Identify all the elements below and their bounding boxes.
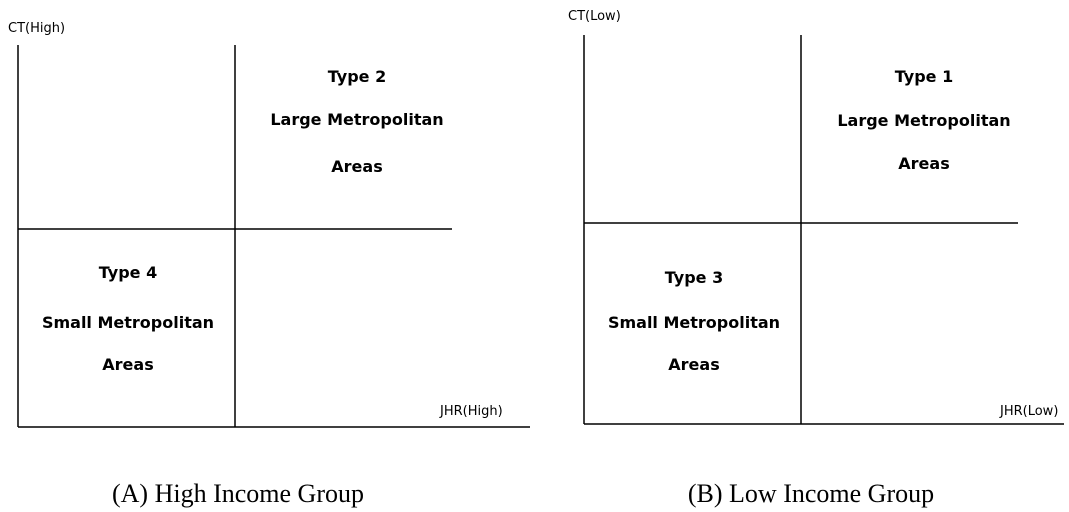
caption: (A) High Income Group bbox=[112, 479, 364, 508]
quadrant-label: Type 4 bbox=[99, 263, 157, 282]
caption: (B) Low Income Group bbox=[688, 479, 934, 508]
quadrant-label: Areas bbox=[898, 154, 949, 173]
y-axis-label: CT(Low) bbox=[568, 9, 621, 24]
x-axis-label: JHR(High) bbox=[439, 404, 503, 419]
quadrant-label: Large Metropolitan bbox=[270, 110, 443, 129]
quadrant-label: Type 1 bbox=[895, 67, 953, 86]
quadrant-label: Areas bbox=[331, 157, 382, 176]
quadrant-label: Large Metropolitan bbox=[837, 111, 1010, 130]
quadrant-label: Areas bbox=[668, 355, 719, 374]
quadrant-label: Type 3 bbox=[665, 268, 723, 287]
quadrant-label: Type 2 bbox=[328, 67, 386, 86]
x-axis-label: JHR(Low) bbox=[999, 404, 1058, 419]
quadrant-label: Areas bbox=[102, 355, 153, 374]
y-axis-label: CT(High) bbox=[8, 21, 65, 36]
quadrant-label: Small Metropolitan bbox=[42, 313, 214, 332]
quadrant-label: Small Metropolitan bbox=[608, 313, 780, 332]
